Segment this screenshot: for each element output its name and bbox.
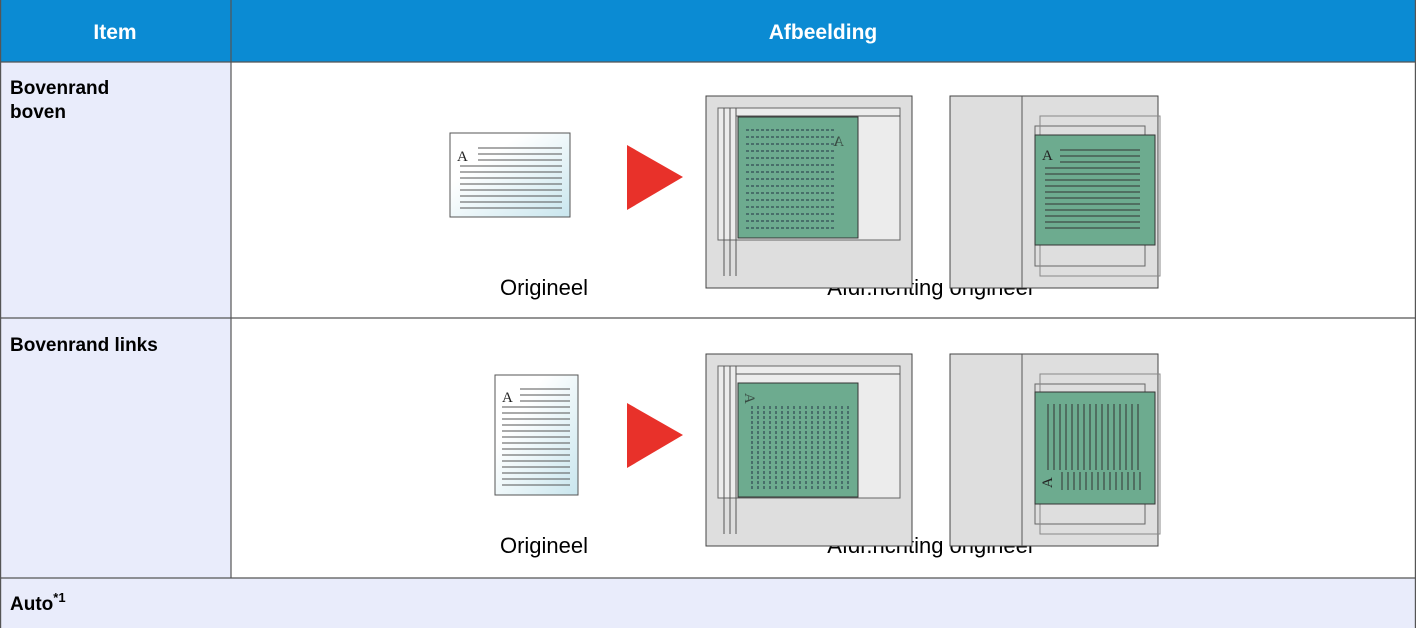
header-bg xyxy=(0,0,1416,62)
header-cell: Afbeelding xyxy=(769,21,878,44)
caption: Origineel xyxy=(500,275,588,300)
original-paper xyxy=(449,132,571,218)
copy-paper xyxy=(1034,134,1156,246)
arrow xyxy=(627,145,683,210)
row-label: Bovenrand links xyxy=(10,335,158,356)
auto-bg xyxy=(0,578,1416,628)
icon-letter: A xyxy=(1042,148,1053,164)
arrow xyxy=(627,403,683,468)
row-label-line: Bovenrand xyxy=(10,78,109,99)
icon-letter: A xyxy=(741,393,757,404)
icon-letter: A xyxy=(502,390,513,406)
illustration: A A A xyxy=(494,353,1161,547)
row-label: Bovenrand boven xyxy=(10,78,109,123)
icon-letter: A xyxy=(833,134,844,150)
header-cell: Item xyxy=(93,21,136,44)
icon-letter: A xyxy=(1040,477,1056,488)
row-label-line: boven xyxy=(10,102,66,123)
item-bg xyxy=(0,62,231,578)
footnote-ref: *1 xyxy=(53,590,65,605)
icon-letter: A xyxy=(457,149,468,165)
illustration: AAA xyxy=(449,95,1161,289)
caption: Origineel xyxy=(500,533,588,558)
copy-paper xyxy=(1034,391,1156,505)
row-label: Auto*1 xyxy=(10,590,66,615)
row-label-text: Auto xyxy=(10,594,53,615)
